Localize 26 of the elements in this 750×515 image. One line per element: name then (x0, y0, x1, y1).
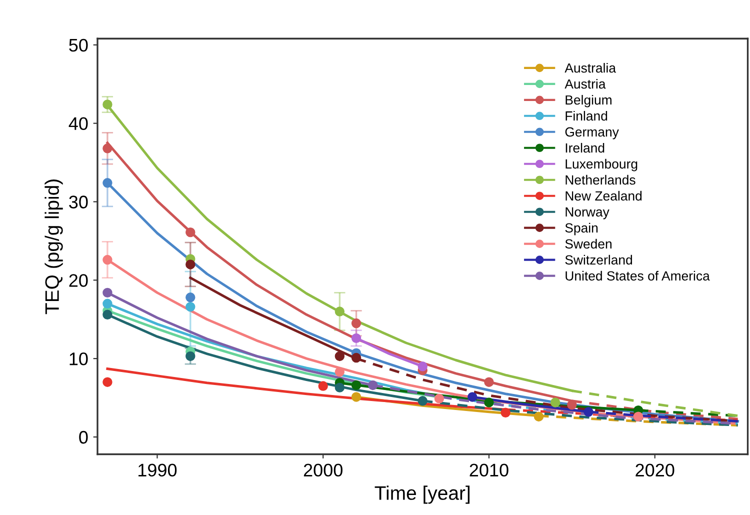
y-axis-title: TEQ (pg/g lipid) (44, 180, 63, 314)
legend-label: Australia (564, 62, 616, 73)
legend-label: New Zealand (566, 190, 642, 201)
y-tick-label: 10 (70, 352, 88, 366)
y-tick-label: 20 (69, 274, 88, 287)
legend-label: United States of America (566, 270, 710, 281)
y-tick-label: 40 (68, 117, 88, 130)
legend-label: Belgium (566, 94, 612, 108)
legend-label: Norway (566, 207, 610, 220)
legend-label: Luxembourg (566, 158, 638, 172)
y-tick-label: 30 (69, 196, 88, 208)
legend-label: Spain (565, 222, 598, 236)
legend-label: Sweden (565, 238, 612, 249)
legend-label: Switzerland (565, 254, 632, 265)
x-tick-label: 2010 (470, 464, 508, 477)
y-tick-label: 0 (79, 430, 88, 444)
legend-label: Germany (565, 127, 619, 140)
legend-label: Finland (566, 110, 608, 121)
x-tick-label: 2020 (636, 464, 674, 477)
legend-label: Netherlands (566, 174, 636, 185)
y-tick-label: 50 (69, 38, 88, 52)
legend-label: Ireland (566, 142, 604, 153)
x-tick-label: 2000 (304, 464, 342, 477)
x-axis-title: Time [year] (374, 486, 470, 504)
legend-label: Austria (564, 78, 606, 89)
x-tick-label: 1990 (138, 464, 177, 477)
